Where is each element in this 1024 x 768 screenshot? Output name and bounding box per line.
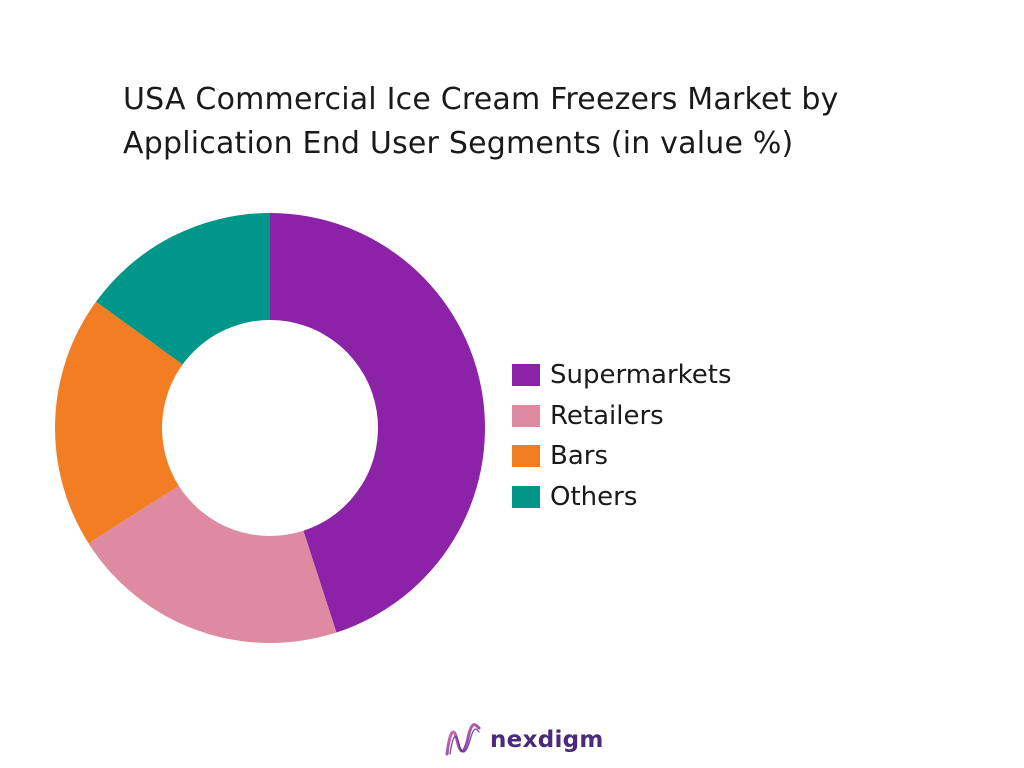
chart-title-line-2: Application End User Segments (in value … <box>123 126 794 161</box>
chart-title-line-1: USA Commercial Ice Cream Freezers Market… <box>123 82 839 117</box>
legend-label-supermarkets: Supermarkets <box>550 360 732 391</box>
slice-supermarkets <box>270 212 486 633</box>
nexdigm-logo-icon <box>445 723 481 756</box>
legend-swatch-supermarkets <box>512 364 540 387</box>
legend-swatch-others <box>512 485 540 508</box>
slice-retailers <box>88 485 337 644</box>
legend-item-others: Others <box>512 477 732 518</box>
slice-bars <box>55 301 183 544</box>
legend-swatch-bars <box>512 445 540 468</box>
brand-logo: nexdigm <box>444 722 604 758</box>
legend-label-retailers: Retailers <box>550 400 664 431</box>
brand-name: nexdigm <box>490 727 604 753</box>
legend-item-bars: Bars <box>512 436 732 477</box>
donut-slices <box>55 212 486 644</box>
legend: Supermarkets Retailers Bars Others <box>512 355 732 517</box>
slice-others <box>96 213 271 365</box>
legend-item-retailers: Retailers <box>512 396 732 437</box>
legend-label-others: Others <box>550 481 638 512</box>
chart-title: USA Commercial Ice Cream Freezers Market… <box>123 78 943 166</box>
legend-label-bars: Bars <box>550 441 609 472</box>
legend-item-supermarkets: Supermarkets <box>512 355 732 396</box>
legend-swatch-retailers <box>512 404 540 427</box>
